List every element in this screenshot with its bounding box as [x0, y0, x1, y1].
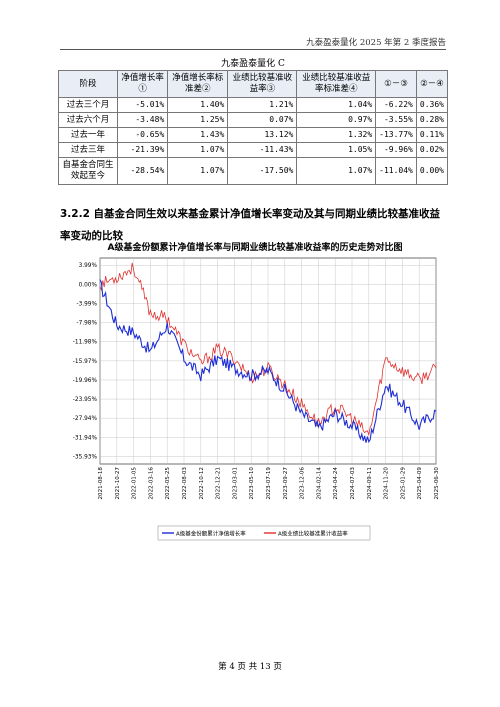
y-tick-label: -31.94% — [73, 435, 98, 441]
performance-table: 阶段 净值增长率① 净值增长率标准差② 业绩比较基准收益率③ 业绩比较基准收益率… — [58, 70, 449, 185]
cell: 1.32% — [296, 127, 377, 143]
table-row: 过去六个月 -3.48% 1.25% 0.07% 0.97% -3.55% 0.… — [58, 112, 449, 128]
cell: 1.07% — [167, 157, 229, 185]
x-tick-label: 2021-08-18 — [98, 467, 104, 500]
col-header: 净值增长率① — [116, 70, 169, 98]
cell: 0.36% — [415, 97, 449, 113]
chart-title: A级基金份额累计净值增长率与同期业绩比较基准收益率的历史走势对比图 — [107, 243, 403, 253]
cell: 1.40% — [167, 97, 229, 113]
cell: -0.65% — [116, 127, 169, 143]
cell: -21.39% — [116, 142, 169, 158]
x-tick-label: 2025-01-29 — [400, 467, 406, 500]
legend-label-benchmark: A级业绩比较基准累计收益率 — [278, 530, 348, 538]
x-tick-label: 2022-05-25 — [165, 467, 171, 500]
x-tick-label: 2024-04-24 — [333, 467, 339, 500]
cell: -11.43% — [227, 142, 298, 158]
cell: 1.43% — [167, 127, 229, 143]
table-row: 过去一年 -0.65% 1.43% 13.12% 1.32% -13.77% 0… — [58, 127, 449, 143]
col-header: ①－③ — [375, 70, 417, 98]
cell: -9.96% — [375, 142, 417, 158]
x-tick-label: 2023-03-01 — [232, 467, 238, 500]
cell: -11.04% — [375, 157, 417, 185]
cell: -13.77% — [375, 127, 417, 143]
x-tick-label: 2025-04-09 — [417, 467, 423, 500]
legend-label-fund: A级基金份额累计净值增长率 — [176, 530, 246, 538]
y-tick-label: -7.98% — [76, 321, 97, 327]
cell: 过去一年 — [58, 127, 118, 143]
cell: 1.05% — [296, 142, 377, 158]
cell: 0.11% — [415, 127, 449, 143]
cell: 0.02% — [415, 142, 449, 158]
col-header: 阶段 — [58, 70, 118, 98]
x-tick-label: 2024-02-14 — [316, 467, 322, 500]
x-tick-label: 2024-09-11 — [367, 467, 373, 500]
y-tick-label: -11.98% — [73, 340, 98, 346]
y-tick-label: -35.93% — [73, 454, 98, 460]
cell: -3.48% — [116, 112, 169, 128]
x-tick-label: 2023-09-27 — [283, 467, 289, 500]
table-row: 自基金合同生效起至今 -28.54% 1.07% -17.50% 1.07% -… — [58, 157, 449, 185]
y-tick-label: -19.96% — [73, 378, 98, 384]
x-tick-label: 2022-01-05 — [132, 467, 138, 500]
cell: 1.04% — [296, 97, 377, 113]
x-tick-label: 2024-11-20 — [384, 467, 390, 500]
cell: 1.07% — [167, 142, 229, 158]
series-line-fund — [99, 279, 437, 444]
y-tick-label: -3.99% — [76, 301, 97, 307]
table-title: 九泰盈泰量化 C — [221, 59, 285, 69]
history-line-chart: 3.99% 0.00% -3.99% -7.98% -11.98% -15.97% -19.… — [73, 257, 440, 541]
table-header-row: 阶段 净值增长率① 净值增长率标准差② 业绩比较基准收益率③ 业绩比较基准收益率… — [58, 70, 449, 98]
x-tick-label: 2024-07-03 — [350, 467, 356, 500]
page-footer: 第 4 页 共 13 页 — [218, 662, 282, 672]
cell: 自基金合同生效起至今 — [58, 157, 118, 185]
cell: -5.01% — [116, 97, 169, 113]
col-header: 业绩比较基准收益率标准差④ — [296, 70, 377, 98]
x-tick-label: 2023-07-19 — [266, 467, 272, 500]
col-header: 净值增长率标准差② — [167, 70, 229, 98]
chart-legend: A级基金份额累计净值增长率 A级业绩比较基准累计收益率 — [157, 525, 371, 541]
section-heading: 3.2.2 自基金合同生效以来基金累计净值增长率变动及其与同期业绩比较基准收益率… — [60, 208, 441, 242]
header-rule — [60, 49, 446, 50]
x-tick-label: 2022-10-12 — [199, 467, 205, 500]
y-tick-label: -15.97% — [73, 359, 98, 365]
x-tick-label: 2022-03-16 — [148, 467, 154, 500]
y-axis-labels: 3.99% 0.00% -3.99% -7.98% -11.98% -15.97% -19.… — [73, 263, 98, 460]
table-row: 过去三个月 -5.01% 1.40% 1.21% 1.04% -6.22% 0.… — [58, 97, 449, 113]
col-header: ②－④ — [415, 70, 449, 98]
cell: -28.54% — [116, 157, 169, 185]
table-row: 过去三年 -21.39% 1.07% -11.43% 1.05% -9.96% … — [58, 142, 449, 158]
chart-grid — [99, 257, 437, 465]
y-tick-label: -23.95% — [73, 397, 98, 403]
cell: 0.97% — [296, 112, 377, 128]
x-tick-label: 2022-12-21 — [216, 467, 222, 500]
cell: 1.25% — [167, 112, 229, 128]
cell: -3.55% — [375, 112, 417, 128]
cell: 1.21% — [227, 97, 298, 113]
x-tick-label: 2021-10-27 — [115, 467, 121, 500]
page-header: 九泰盈泰量化 2025 年第 2 季度报告 — [306, 38, 446, 48]
y-tick-label: 0.00% — [79, 282, 98, 288]
x-tick-label: 2023-12-06 — [300, 467, 306, 500]
series-lines — [99, 262, 437, 444]
y-tick-label: -27.94% — [73, 416, 98, 422]
cell: 过去三年 — [58, 142, 118, 158]
cell: 0.07% — [227, 112, 298, 128]
cell: -6.22% — [375, 97, 417, 113]
cell: 过去三个月 — [58, 97, 118, 113]
x-axis-labels: 2021-08-18 2021-10-27 2022-01-05 2022-03-16… — [98, 467, 440, 500]
x-tick-label: 2025-06-30 — [434, 467, 440, 500]
y-tick-label: 3.99% — [79, 263, 98, 269]
cell: 13.12% — [227, 127, 298, 143]
x-tick-label: 2022-08-03 — [182, 467, 188, 500]
cell: 0.00% — [415, 157, 449, 185]
cell: 0.28% — [415, 112, 449, 128]
cell: 过去六个月 — [58, 112, 118, 128]
series-line-benchmark — [99, 262, 437, 437]
cell: 1.07% — [296, 157, 377, 185]
x-tick-label: 2023-05-10 — [249, 467, 255, 500]
col-header: 业绩比较基准收益率③ — [227, 70, 298, 98]
cell: -17.50% — [227, 157, 298, 185]
